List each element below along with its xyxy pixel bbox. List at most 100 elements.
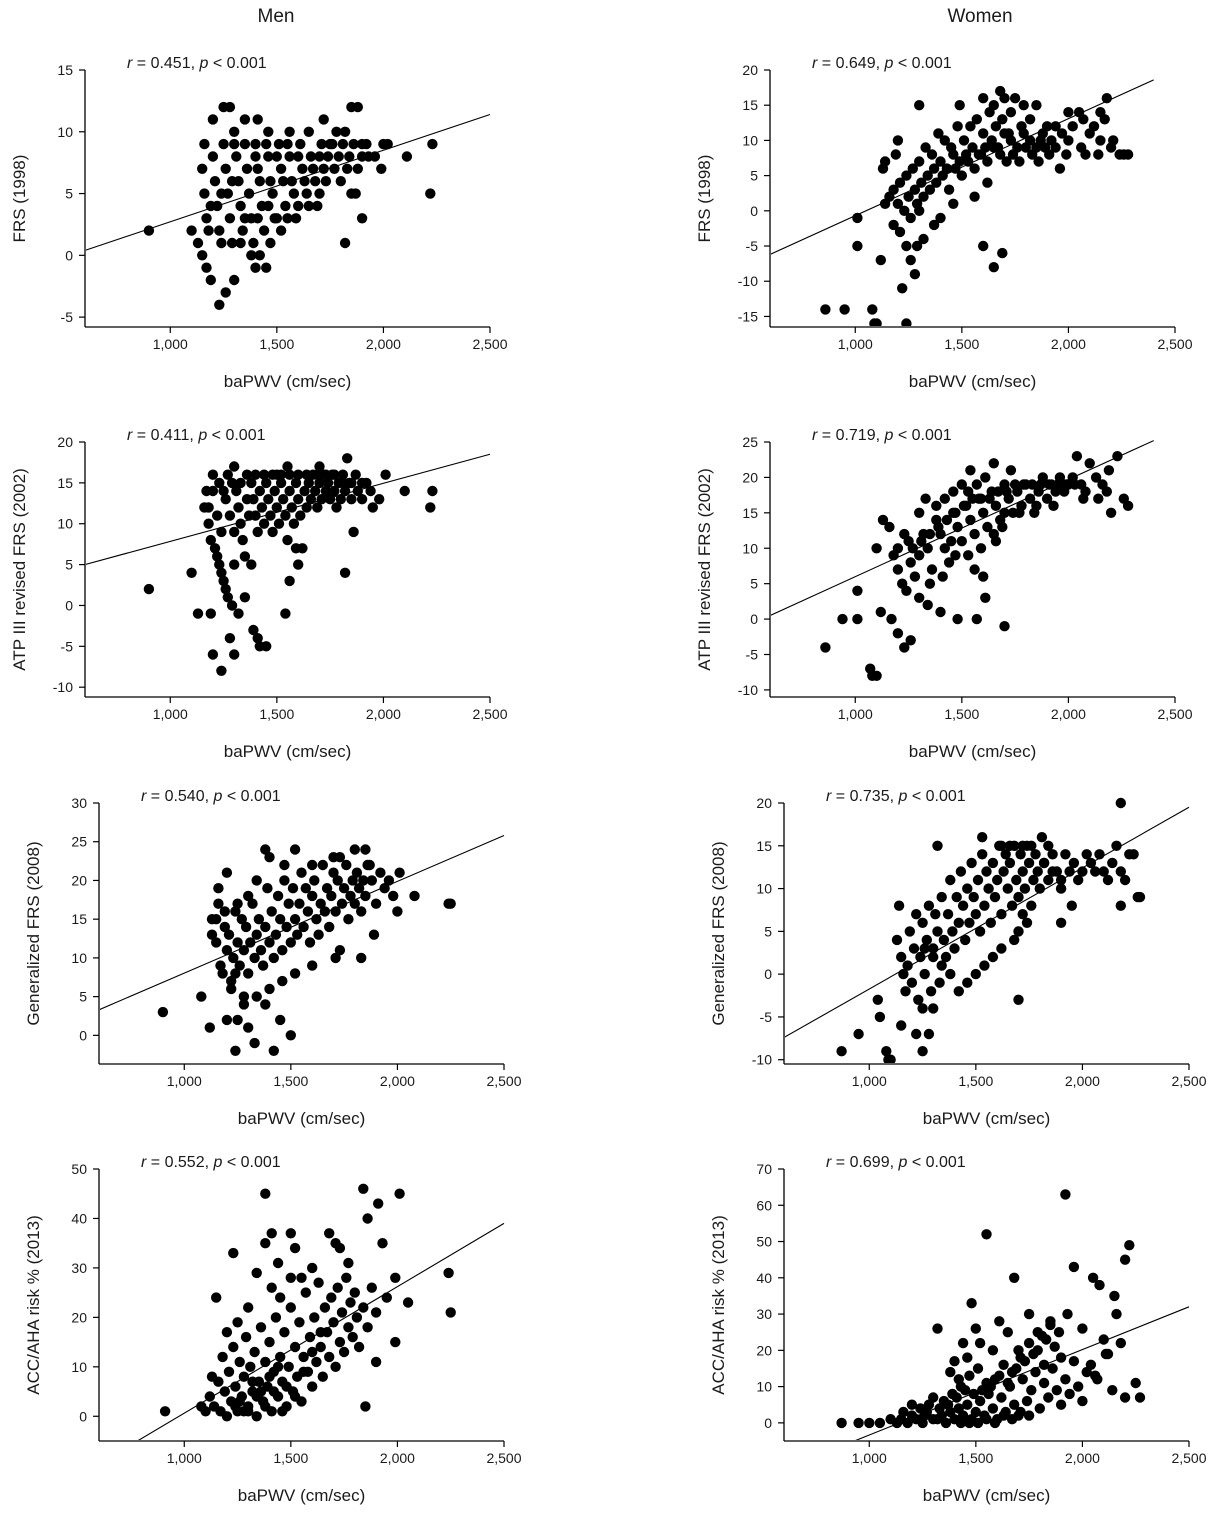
data-point bbox=[239, 592, 251, 603]
data-point bbox=[911, 1028, 922, 1040]
data-point bbox=[260, 1238, 271, 1249]
y-axis-title: ACC/AHA risk % (2013) bbox=[24, 1215, 43, 1395]
data-point bbox=[226, 237, 238, 249]
data-point bbox=[907, 543, 918, 554]
data-point bbox=[257, 960, 269, 971]
panel-grid: 1,000 1,500 2,000 2,500 -5 0 5 10 15 baPWV (cm/se… bbox=[10, 55, 1207, 1505]
data-point bbox=[312, 502, 323, 513]
data-point bbox=[1122, 500, 1134, 511]
data-point bbox=[295, 138, 306, 150]
data-point bbox=[329, 485, 340, 497]
data-point bbox=[948, 198, 959, 209]
data-point bbox=[207, 649, 219, 660]
x-tick-label: 2,000 bbox=[380, 1450, 415, 1466]
y-tick-label: 20 bbox=[756, 795, 772, 811]
y-tick-label: -10 bbox=[738, 682, 758, 698]
data-point bbox=[1028, 874, 1039, 886]
data-point bbox=[224, 633, 236, 644]
data-point bbox=[241, 469, 253, 480]
data-point bbox=[883, 1054, 894, 1063]
data-point bbox=[365, 485, 376, 497]
data-point bbox=[874, 1011, 886, 1023]
data-point bbox=[264, 1371, 275, 1382]
correlation-label: r = 0.451, p < 0.001 bbox=[127, 55, 267, 72]
data-point bbox=[967, 493, 978, 504]
x-tick-label: 2,500 bbox=[486, 1073, 521, 1089]
data-point bbox=[363, 151, 374, 162]
data-point bbox=[192, 237, 204, 249]
y-tick-label: 20 bbox=[742, 469, 758, 485]
y-tick-label: 30 bbox=[756, 1306, 772, 1322]
data-point bbox=[394, 867, 405, 878]
y-tick-label: 60 bbox=[756, 1197, 772, 1213]
data-point bbox=[246, 250, 257, 261]
data-point bbox=[266, 1228, 277, 1239]
data-point bbox=[209, 543, 221, 554]
data-point bbox=[328, 1317, 339, 1328]
data-point bbox=[211, 937, 222, 948]
data-point bbox=[283, 898, 294, 909]
data-point bbox=[905, 254, 916, 266]
data-point bbox=[247, 898, 258, 909]
data-point bbox=[941, 514, 953, 526]
data-point bbox=[232, 1014, 243, 1026]
data-point bbox=[298, 921, 309, 933]
data-point bbox=[230, 968, 241, 979]
data-point bbox=[237, 534, 248, 546]
data-point bbox=[268, 1045, 279, 1057]
data-point bbox=[236, 914, 247, 925]
data-point bbox=[229, 461, 240, 472]
y-tick-label: 10 bbox=[756, 881, 772, 897]
data-point bbox=[343, 914, 354, 925]
data-point bbox=[953, 986, 964, 997]
data-point bbox=[940, 1417, 952, 1429]
data-point bbox=[277, 975, 288, 987]
data-point bbox=[1038, 1377, 1050, 1389]
data-point bbox=[948, 486, 959, 497]
data-point bbox=[250, 262, 261, 273]
data-point bbox=[341, 859, 352, 871]
data-point bbox=[342, 453, 353, 464]
data-point bbox=[913, 994, 924, 1005]
y-axis-title: FRS (1998) bbox=[10, 155, 29, 243]
data-point bbox=[1034, 1403, 1046, 1414]
y-tick-label: 20 bbox=[71, 872, 87, 888]
data-point bbox=[348, 138, 359, 150]
data-point bbox=[917, 1003, 928, 1014]
data-point bbox=[331, 502, 342, 513]
data-point bbox=[1023, 857, 1035, 869]
x-tick-label: 1,000 bbox=[852, 1073, 887, 1089]
data-point bbox=[1093, 493, 1104, 504]
data-point bbox=[352, 485, 363, 497]
data-point bbox=[326, 1292, 337, 1303]
data-point bbox=[1085, 1359, 1097, 1371]
plot-area bbox=[785, 797, 1190, 1063]
data-point bbox=[996, 840, 1007, 851]
data-point bbox=[157, 1006, 169, 1018]
data-point bbox=[143, 583, 155, 595]
data-point bbox=[339, 485, 351, 497]
data-point bbox=[820, 642, 831, 653]
data-point bbox=[1031, 500, 1042, 511]
data-point bbox=[263, 494, 274, 505]
data-point bbox=[206, 929, 218, 940]
data-point bbox=[382, 138, 393, 150]
data-point bbox=[1087, 1272, 1099, 1284]
data-point bbox=[990, 121, 1002, 132]
data-point bbox=[443, 1267, 454, 1279]
data-point bbox=[289, 1242, 301, 1254]
data-point bbox=[186, 225, 197, 236]
data-point bbox=[301, 469, 312, 480]
data-point bbox=[1101, 93, 1113, 104]
data-point bbox=[219, 1386, 230, 1397]
y-tick-label: 0 bbox=[764, 1415, 772, 1431]
data-point bbox=[213, 898, 224, 909]
data-point bbox=[901, 240, 912, 252]
data-point bbox=[245, 937, 256, 948]
data-point bbox=[231, 151, 242, 162]
data-point bbox=[238, 999, 250, 1010]
data-point bbox=[271, 151, 282, 162]
plot-area bbox=[86, 453, 491, 676]
data-point bbox=[994, 1370, 1005, 1381]
data-point bbox=[1009, 479, 1021, 490]
